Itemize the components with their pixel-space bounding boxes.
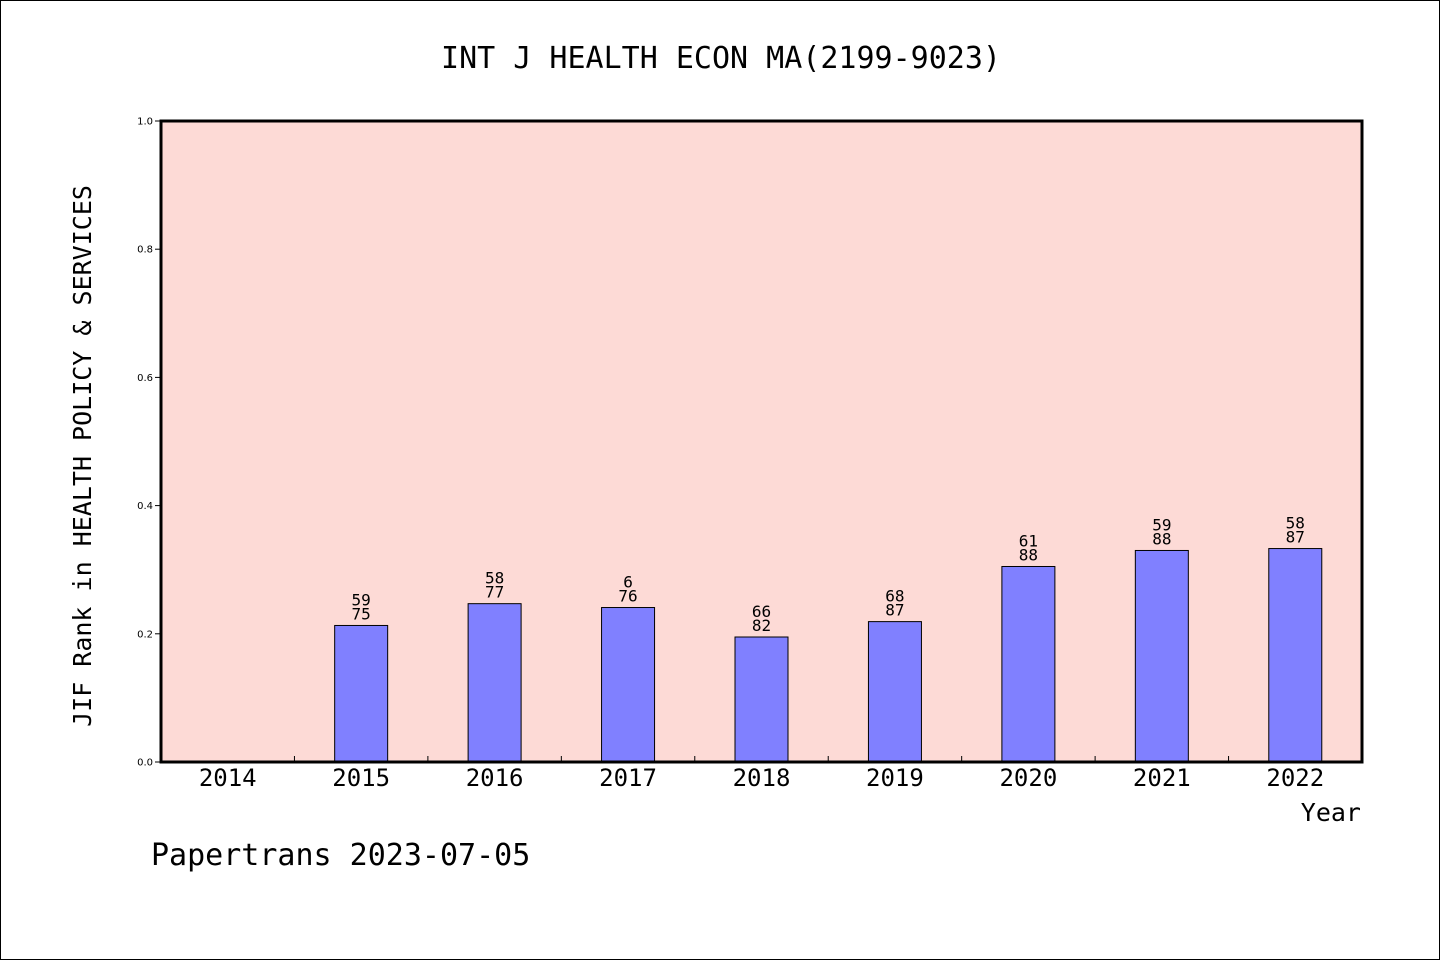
- bar-total-label: 87: [1286, 528, 1305, 547]
- bar-total-label: 82: [752, 616, 771, 635]
- x-tick-label: 2021: [1133, 764, 1191, 792]
- y-tick-label: 1.0: [137, 117, 153, 128]
- bar: [867, 621, 922, 763]
- x-tick-label: 2020: [999, 764, 1057, 792]
- bar: [1001, 565, 1056, 763]
- bar-rank-label: 68: [885, 587, 904, 606]
- bar-total-label: 88: [1152, 529, 1171, 548]
- bar: [1134, 549, 1189, 763]
- y-tick-label: 0.4: [137, 501, 153, 512]
- y-axis-label: JIF Rank in HEALTH POLICY & SERVICES: [68, 185, 97, 727]
- y-tick-label: 0.8: [137, 245, 153, 256]
- x-tick-label: 2015: [332, 764, 390, 792]
- x-tick-label: 2016: [466, 764, 524, 792]
- footer-stamp: Papertrans 2023-07-05: [151, 838, 530, 873]
- bar-rank-label: 66: [752, 602, 771, 621]
- x-tick-label: 2018: [733, 764, 791, 792]
- bars: [334, 548, 1323, 763]
- bar-rank-label: 6: [623, 573, 633, 592]
- bar-rank-label: 61: [1019, 531, 1038, 550]
- y-tick-label: 0.6: [137, 373, 153, 384]
- x-tick-label: 2022: [1266, 764, 1324, 792]
- bar-total-label: 88: [1019, 545, 1038, 564]
- bar: [1268, 548, 1323, 763]
- bar: [601, 607, 656, 763]
- bar: [334, 624, 389, 763]
- x-axis-label: Year: [1301, 798, 1361, 827]
- x-tick-label: 2019: [866, 764, 924, 792]
- bar-total-label: 77: [485, 583, 504, 602]
- x-axis-ticks: 2014 2015 2016 2017 2018 2019 2020 2021 2022: [199, 756, 1324, 792]
- y-axis-ticks: 0.0 0.2 0.4 0.6 0.8 1.0: [137, 117, 161, 769]
- bar-rank-label: 58: [1286, 514, 1305, 533]
- x-tick-label: 2017: [599, 764, 657, 792]
- bar-total-label: 76: [618, 587, 637, 606]
- bar-total-label: 75: [352, 604, 371, 623]
- chart-title: INT J HEALTH ECON MA(2199-9023): [441, 41, 1001, 76]
- bar-rank-label: 58: [485, 569, 504, 588]
- bar-total-label: 87: [885, 601, 904, 620]
- bar-rank-label: 59: [1152, 515, 1171, 534]
- plot-border: [159, 119, 1364, 764]
- bar: [734, 636, 789, 763]
- y-tick-label: 0.2: [137, 629, 153, 640]
- bar: [467, 603, 522, 763]
- bar-rank-label: 59: [352, 590, 371, 609]
- y-tick-label: 0.0: [137, 758, 153, 769]
- x-tick-label: 2014: [199, 764, 257, 792]
